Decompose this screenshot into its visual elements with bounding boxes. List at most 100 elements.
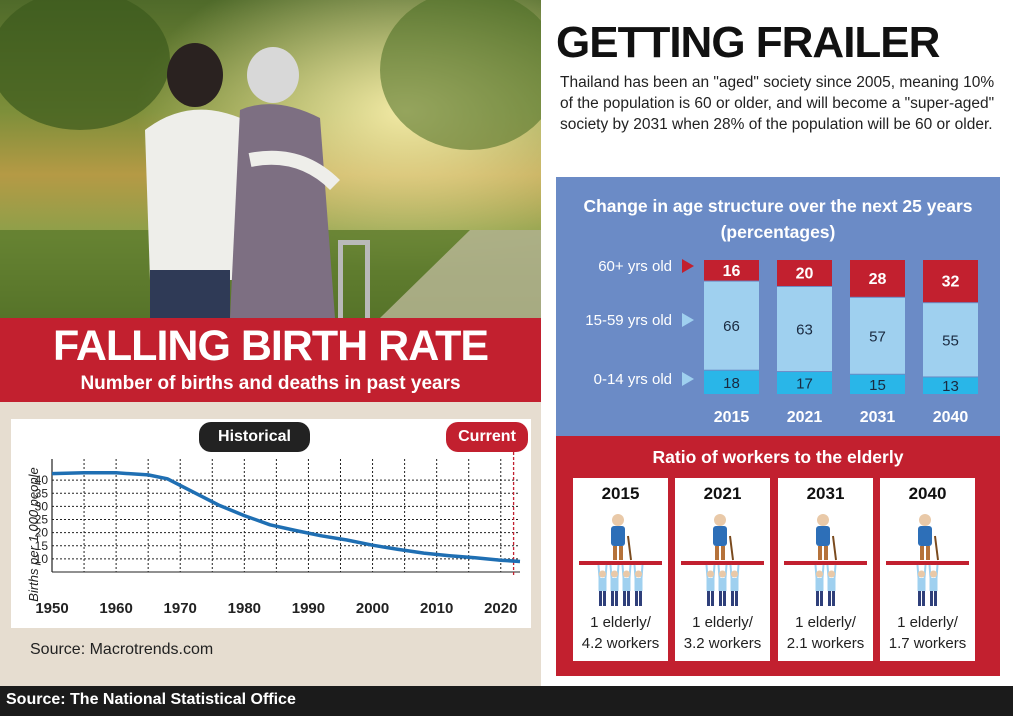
elderly-leg-icon [721, 546, 725, 560]
worker-leg-icon [623, 591, 626, 606]
worker-leg-icon [711, 591, 714, 606]
x-tick-label: 2000 [356, 600, 389, 617]
worker-leg-icon [611, 591, 614, 606]
getting-frailer-title: GETTING FRAILER [556, 18, 940, 67]
worker-leg-icon [723, 591, 726, 606]
worker-head-icon [635, 570, 642, 578]
cane-icon [627, 535, 632, 561]
worker-leg-icon [635, 591, 638, 606]
worker-leg-icon [731, 591, 734, 606]
age-bar-value: 13 [942, 378, 959, 395]
worker-body-icon [706, 578, 715, 591]
worker-body-icon [622, 578, 631, 591]
age-bar-value: 63 [796, 322, 813, 339]
worker-leg-icon [639, 591, 642, 606]
arrow-icon [682, 259, 694, 273]
worker-body-icon [917, 578, 926, 591]
worker-body-icon [718, 578, 727, 591]
worker-head-icon [599, 570, 606, 578]
worker-arm-icon [705, 564, 709, 579]
ratio-line-1: 1 elderly/ [897, 614, 958, 631]
worker-body-icon [730, 578, 739, 591]
worker-head-icon [731, 570, 738, 578]
elderly-head-icon [714, 514, 726, 526]
footer-source: Source: The National Statistical Office [6, 691, 296, 708]
arrow-icon [682, 372, 694, 386]
age-bar-segment [777, 260, 832, 286]
worker-body-icon [827, 578, 836, 591]
elderly-leg-icon [920, 546, 924, 560]
cane-icon [934, 535, 939, 561]
platform-icon [579, 561, 662, 565]
elderly-body-icon [816, 526, 830, 546]
platform-icon [784, 561, 867, 565]
y-tick-label: 40 [35, 473, 49, 487]
worker-head-icon [623, 570, 630, 578]
birth-rate-line [51, 471, 521, 564]
age-bar-value: 16 [723, 263, 741, 280]
worker-leg-icon [816, 591, 819, 606]
age-group-label: 15-59 yrs old [585, 312, 672, 329]
current-label: Current [446, 422, 528, 452]
age-bar-value: 55 [942, 332, 959, 349]
elderly-head-icon [919, 514, 931, 526]
x-tick-label: 2010 [420, 600, 453, 617]
worker-leg-icon [930, 591, 933, 606]
age-bar-value: 28 [869, 271, 887, 288]
age-year-label: 2021 [787, 409, 823, 426]
age-year-label: 2040 [933, 409, 969, 426]
x-tick-label: 1950 [35, 600, 68, 617]
worker-arm-icon [717, 564, 721, 579]
age-bar-segment [704, 281, 759, 370]
cane-icon [832, 535, 837, 561]
getting-frailer-description: Thailand has been an "aged" society sinc… [560, 74, 995, 133]
age-bar-segment [923, 260, 978, 303]
worker-arm-icon [604, 564, 608, 579]
workers-elderly-icon [784, 514, 867, 606]
x-tick-label: 1990 [292, 600, 325, 617]
worker-arm-icon [821, 564, 825, 579]
ratio-line-1: 1 elderly/ [795, 614, 856, 631]
worker-head-icon [719, 570, 726, 578]
ratio-year: 2040 [908, 484, 947, 503]
worker-leg-icon [820, 591, 823, 606]
worker-leg-icon [719, 591, 722, 606]
worker-leg-icon [599, 591, 602, 606]
y-axis-label: Births per 1,000 people [26, 467, 41, 601]
worker-arm-icon [923, 564, 927, 579]
worker-arm-icon [640, 564, 644, 579]
ratio-text: 1 elderly/1.7 workers [880, 612, 975, 654]
y-tick-label: 20 [35, 526, 49, 540]
worker-leg-icon [922, 591, 925, 606]
elderly-leg-icon [619, 546, 623, 560]
ratio-year: 2015 [601, 484, 640, 503]
arrow-icon [682, 313, 694, 327]
worker-arm-icon [916, 564, 920, 579]
worker-head-icon [828, 570, 835, 578]
age-bar-segment [704, 260, 759, 281]
age-bar-segment [850, 297, 905, 374]
ratio-card: 2021 1 elderly/3.2 workers [675, 478, 770, 661]
age-group-label: 60+ yrs old [598, 258, 672, 275]
historical-label: Historical [199, 422, 310, 452]
worker-body-icon [815, 578, 824, 591]
elderly-head-icon [817, 514, 829, 526]
y-tick-label: 10 [35, 552, 49, 566]
ratio-title: Ratio of workers to the elderly [652, 447, 904, 467]
workers-elderly-icon [579, 514, 662, 606]
worker-body-icon [634, 578, 643, 591]
ratio-card: 2031 1 elderly/2.1 workers [778, 478, 873, 661]
worker-arm-icon [729, 564, 733, 579]
worker-arm-icon [935, 564, 939, 579]
worker-head-icon [816, 570, 823, 578]
worker-arm-icon [633, 564, 637, 579]
worker-head-icon [918, 570, 925, 578]
ratio-line-2: 4.2 workers [581, 635, 660, 652]
age-bar-value: 18 [723, 375, 740, 392]
worker-arm-icon [928, 564, 932, 579]
y-tick-label: 25 [35, 513, 49, 527]
age-bar-segment [923, 377, 978, 394]
footer-bar [0, 686, 1013, 716]
ratio-text: 1 elderly/3.2 workers [675, 612, 770, 654]
